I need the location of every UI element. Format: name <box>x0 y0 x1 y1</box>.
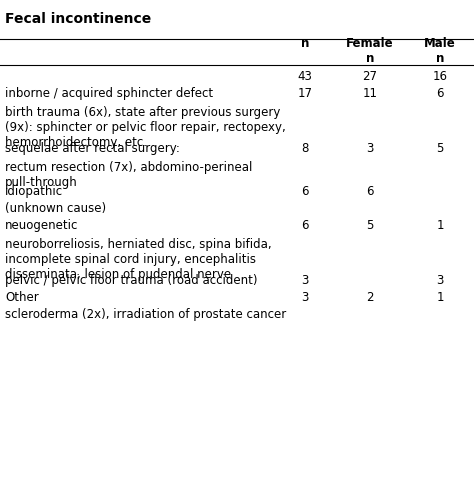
Text: 8: 8 <box>301 142 309 155</box>
Text: scleroderma (2x), irradiation of prostate cancer: scleroderma (2x), irradiation of prostat… <box>5 308 286 321</box>
Text: pelvic / pelvic floor trauma (road accident): pelvic / pelvic floor trauma (road accid… <box>5 274 257 287</box>
Text: 6: 6 <box>436 87 444 100</box>
Text: 1: 1 <box>436 291 444 304</box>
Text: 3: 3 <box>436 274 444 287</box>
Text: 6: 6 <box>301 185 309 198</box>
Text: inborne / acquired sphincter defect: inborne / acquired sphincter defect <box>5 87 213 100</box>
Text: sequelae after rectal surgery:: sequelae after rectal surgery: <box>5 142 180 155</box>
Text: 3: 3 <box>366 142 374 155</box>
Text: 3: 3 <box>301 291 309 304</box>
Text: (unknown cause): (unknown cause) <box>5 202 106 215</box>
Text: n: n <box>301 37 309 50</box>
Text: 3: 3 <box>301 274 309 287</box>
Text: rectum resection (7x), abdomino-perineal
pull-through: rectum resection (7x), abdomino-perineal… <box>5 161 252 189</box>
Text: 5: 5 <box>436 142 444 155</box>
Text: 27: 27 <box>363 70 377 83</box>
Text: 43: 43 <box>298 70 312 83</box>
Text: birth trauma (6x), state after previous surgery
(9x): sphincter or pelvic floor : birth trauma (6x), state after previous … <box>5 106 286 149</box>
Text: 5: 5 <box>366 219 374 232</box>
Text: idiopathic: idiopathic <box>5 185 63 198</box>
Text: Other: Other <box>5 291 39 304</box>
Text: neuroborreliosis, herniated disc, spina bifida,
incomplete spinal cord injury, e: neuroborreliosis, herniated disc, spina … <box>5 238 272 281</box>
Text: n: n <box>436 52 444 65</box>
Text: 17: 17 <box>298 87 312 100</box>
Text: Female: Female <box>346 37 394 50</box>
Text: 6: 6 <box>301 219 309 232</box>
Text: 11: 11 <box>363 87 377 100</box>
Text: n: n <box>366 52 374 65</box>
Text: 16: 16 <box>432 70 447 83</box>
Text: 2: 2 <box>366 291 374 304</box>
Text: Fecal incontinence: Fecal incontinence <box>5 12 151 26</box>
Text: 1: 1 <box>436 219 444 232</box>
Text: neuogenetic: neuogenetic <box>5 219 78 232</box>
Text: Male: Male <box>424 37 456 50</box>
Text: 6: 6 <box>366 185 374 198</box>
